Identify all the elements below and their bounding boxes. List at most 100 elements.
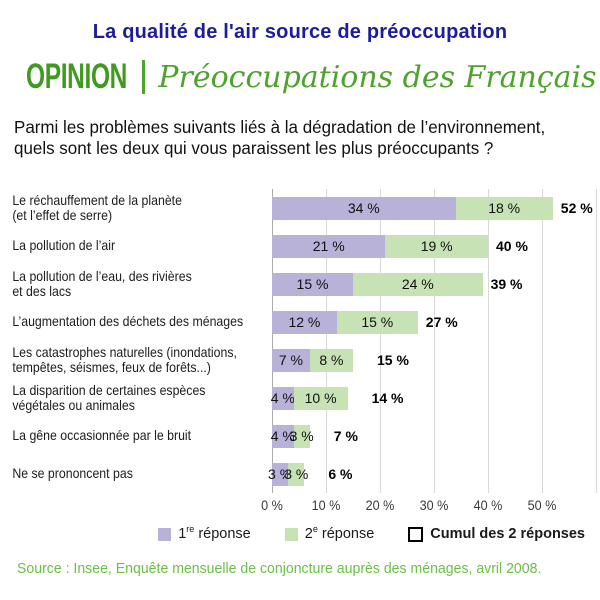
chart-row: Ne se prononcent pas 3 % 3 % 6 %: [0, 455, 600, 493]
bar-group: 12 % 15 % 27 %: [272, 310, 458, 334]
legend: 1re réponse 2e réponse Cumul des 2 réponse…: [0, 525, 600, 543]
bar-group: 15 % 24 % 39 %: [272, 272, 523, 296]
gridline: [326, 189, 327, 493]
legend-item-first: 1re réponse: [158, 524, 251, 542]
chart-row: Les catastrophes naturelles (inondations…: [0, 341, 600, 379]
category-label-line: et des lacs: [12, 283, 72, 299]
bar-total-label: 7 %: [333, 428, 358, 444]
source-note: Source : Insee, Enquête mensuelle de con…: [17, 560, 542, 577]
bar-group: 34 % 18 % 52 %: [272, 196, 593, 220]
x-axis-tick-label: 0 %: [261, 497, 283, 513]
bar-value-label: 15 %: [361, 314, 394, 330]
survey-question: Parmi les problèmes suivants liés à la d…: [14, 117, 582, 159]
category-label-line: (et l’effet de serre): [12, 207, 113, 223]
x-axis-tick-label: 50 %: [527, 497, 557, 513]
section-label: OPINION: [26, 57, 128, 96]
bar-first-response: 3 %: [268, 462, 292, 486]
chart-rows: Le réchauffement de la planète (et l’effe…: [0, 189, 600, 493]
bar-value-label: 4 %: [270, 390, 295, 406]
bar-second-response: 19 %: [385, 234, 488, 258]
section-separator-bar: [142, 60, 146, 94]
bar-second-response: 8 %: [309, 348, 353, 372]
bar-total-label: 14 %: [371, 390, 404, 406]
section-title: Préoccupations des Français: [158, 59, 597, 95]
gridline: [380, 189, 381, 493]
chart-row: L’augmentation des déchets des ménages 12…: [0, 303, 600, 341]
bar-group: 4 % 3 % 7 %: [270, 424, 358, 448]
category-label-line: végétales ou animales: [12, 397, 135, 413]
legend-label: Cumul des 2 réponses: [430, 526, 585, 542]
category-label: Ne se prononcent pas: [0, 466, 239, 482]
bar-total-label: 15 %: [376, 352, 409, 368]
bar-total-label: 39 %: [490, 276, 523, 292]
category-label-line: Le réchauffement de la planète: [12, 191, 182, 208]
bar-second-response: 18 %: [455, 196, 553, 220]
bar-first-response: 7 %: [272, 348, 310, 372]
gridline: [542, 189, 543, 493]
bar-value-label: 34 %: [347, 200, 380, 216]
legend-label: 2e réponse: [304, 524, 375, 542]
chart-row: La disparition de certaines espèces végét…: [0, 379, 600, 417]
category-label-line: La pollution de l’air: [12, 237, 116, 254]
bar-first-response: 21 %: [272, 234, 386, 258]
bar-value-label: 15 %: [296, 276, 329, 292]
bar-first-response: 12 %: [272, 310, 337, 334]
chart-row: La pollution de l’eau, des rivières et de…: [0, 265, 600, 303]
bar-value-label: 8 %: [319, 352, 344, 368]
legend-item-second: 2e réponse: [284, 524, 375, 542]
legend-item-cumul: Cumul des 2 réponses: [408, 526, 585, 542]
category-label-line: La pollution de l’eau, des rivières: [12, 267, 192, 284]
bar-group: 3 % 3 % 6 %: [268, 462, 353, 486]
x-axis-tick-label: 10 %: [311, 497, 341, 513]
bar-group: 21 % 19 % 40 %: [272, 234, 528, 258]
bar-value-label: 18 %: [488, 200, 521, 216]
bar-value-label: 3 %: [289, 428, 314, 444]
bar-first-response: 34 %: [272, 196, 456, 220]
legend-swatch-cumul: [408, 526, 424, 542]
x-axis-tick-label: 40 %: [473, 497, 503, 513]
category-label: Le réchauffement de la planète (et l’effe…: [0, 191, 239, 224]
category-label: L’augmentation des déchets des ménages: [0, 313, 244, 330]
bar-value-label: 7 %: [278, 352, 303, 368]
bar-second-response: 10 %: [293, 386, 348, 410]
category-label: La gêne occasionnée par le bruit: [0, 428, 239, 444]
bar-group: 4 % 10 % 14 %: [270, 386, 404, 410]
bar-second-response: 3 %: [284, 462, 308, 486]
bar-value-label: 24 %: [401, 276, 434, 292]
bar-second-response: 15 %: [336, 310, 418, 334]
bar-value-label: 19 %: [420, 238, 453, 254]
category-label-line: La disparition de certaines espèces: [12, 381, 206, 398]
bar-second-response: 3 %: [290, 424, 314, 448]
gridline: [596, 189, 597, 493]
page-title: La qualité de l'air source de préoccupat…: [92, 21, 508, 43]
x-axis-tick-label: 20 %: [365, 497, 395, 513]
category-label-line: Ne se prononcent pas: [12, 465, 133, 482]
category-label-line: L’augmentation des déchets des ménages: [12, 313, 244, 330]
bar-total-label: 52 %: [560, 200, 593, 216]
legend-swatch-second: [284, 527, 298, 541]
legend-swatch-first: [158, 527, 172, 541]
x-axis-tick-label: 30 %: [419, 497, 449, 513]
bar-first-response: 4 %: [270, 386, 295, 410]
section-header: OPINION Préoccupations des Français: [26, 57, 600, 97]
chart-row: Le réchauffement de la planète (et l’effe…: [0, 189, 600, 227]
category-label: La pollution de l’air: [0, 238, 239, 254]
category-label: La disparition de certaines espèces végét…: [0, 381, 239, 414]
question-line-2: quels sont les deux qui vous paraissent …: [14, 138, 494, 158]
legend-label-superscript: e: [312, 524, 318, 535]
gridline: [434, 189, 435, 493]
question-line-1: Parmi les problèmes suivants liés à la d…: [14, 117, 546, 137]
legend-label: 1re réponse: [178, 524, 251, 542]
bar-value-label: 21 %: [312, 238, 345, 254]
x-axis: 0 % 10 % 20 % 30 % 40 % 50 %: [261, 493, 600, 515]
bar-value-label: 4 %: [270, 428, 295, 444]
bar-total-label: 27 %: [425, 314, 458, 330]
gridlines: [272, 189, 600, 493]
bar-value-label: 10 %: [304, 390, 337, 406]
bar-first-response: 15 %: [272, 272, 353, 296]
category-label: La pollution de l’eau, des rivières et de…: [0, 267, 239, 300]
category-label-line: La gêne occasionnée par le bruit: [12, 427, 192, 444]
legend-label-superscript: re: [186, 524, 195, 535]
chart-row: La gêne occasionnée par le bruit 4 % 3 % 7 …: [0, 417, 600, 455]
